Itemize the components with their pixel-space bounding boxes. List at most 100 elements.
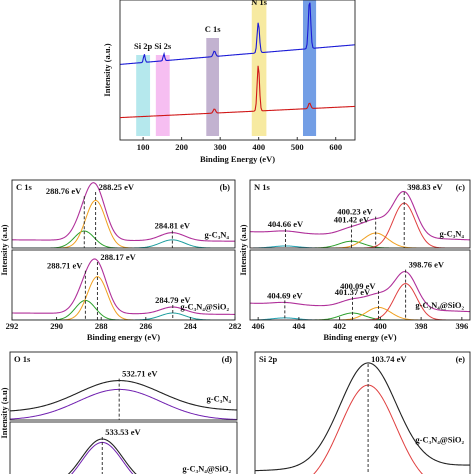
x-tick-label: 200 xyxy=(175,142,188,152)
peak-label: 400.23 eV xyxy=(337,207,373,217)
x-tick-label: 286 xyxy=(139,321,152,331)
axes-frame xyxy=(249,179,471,249)
component-peak xyxy=(250,240,470,248)
panel-letter: (d) xyxy=(222,354,233,364)
component-peak xyxy=(10,388,237,420)
x-axis-label: Binding energy (eV) xyxy=(323,332,396,342)
panel-title: O 1s xyxy=(14,354,31,364)
spectrum-line xyxy=(10,380,237,412)
component-peak xyxy=(12,239,235,248)
peak-label: 288.25 eV xyxy=(99,182,135,192)
spectrum-line xyxy=(250,190,470,241)
peak-label: 404.69 eV xyxy=(267,290,303,300)
spectrum-line xyxy=(67,438,137,474)
x-tick-label: 290 xyxy=(50,321,63,331)
peak-label: 398.83 eV xyxy=(407,182,443,192)
y-axis-label: Intensity (a.u) xyxy=(238,224,248,275)
x-axis-label: Binding Energy (eV) xyxy=(200,154,275,164)
x-tick-label: 402 xyxy=(333,321,346,331)
legend-label: g-C₃N₄@SiO₂ xyxy=(415,300,464,310)
x-tick-label: 404 xyxy=(293,321,307,331)
peak-label: 532.71 eV xyxy=(122,369,158,379)
spectrum-line xyxy=(120,2,355,65)
spectrum-line xyxy=(255,362,470,472)
legend-label: g-C₃N₄ xyxy=(207,394,232,404)
peak-label: 400.09 eV xyxy=(340,281,376,291)
peak-label: 401.42 eV xyxy=(334,215,370,225)
peak-label: 288.17 eV xyxy=(100,252,136,262)
plot-area xyxy=(67,438,137,474)
x-tick-label: 500 xyxy=(291,142,304,152)
band-label: Si 2s xyxy=(154,41,171,51)
plot-area xyxy=(10,380,237,420)
x-tick-label: 400 xyxy=(252,142,265,152)
spectrum-line xyxy=(12,182,235,242)
x-tick-label: 300 xyxy=(214,142,227,152)
band xyxy=(206,38,220,136)
peak-label: 398.76 eV xyxy=(409,260,445,270)
axes-frame xyxy=(9,421,238,474)
axes-frame xyxy=(9,351,238,421)
legend-label: g-C₃N₄@SiO₂ xyxy=(180,301,229,311)
axes-frame xyxy=(119,0,356,141)
band xyxy=(251,0,267,136)
peak-label: 404.66 eV xyxy=(268,219,304,229)
peak-label: 288.71 eV xyxy=(47,261,83,271)
x-tick-label: 400 xyxy=(374,321,387,331)
x-tick-label: 288 xyxy=(95,321,108,331)
band-label: Si 2p xyxy=(134,41,152,51)
x-tick-label: 100 xyxy=(137,142,150,152)
component-peak xyxy=(12,276,235,320)
plot-area xyxy=(120,65,355,119)
plot-area xyxy=(255,362,470,474)
y-axis-label: Intensity (a.u) xyxy=(0,387,9,438)
x-tick-label: 600 xyxy=(329,142,342,152)
band-label: C 1s xyxy=(205,24,222,34)
panel-letter: (c) xyxy=(456,182,466,192)
axes-frame xyxy=(254,351,471,474)
legend-label: g-C₃N₄ xyxy=(205,230,230,240)
x-tick-label: 284 xyxy=(184,321,198,331)
spectrum-line xyxy=(250,271,470,313)
component-peak xyxy=(250,245,470,248)
component-peak xyxy=(250,232,470,248)
spectrum-line xyxy=(12,258,235,315)
peak-label: 533.53 eV xyxy=(105,427,141,437)
legend-label: g-C₃N₄ xyxy=(440,228,465,238)
axes-frame xyxy=(249,249,471,321)
component-peak xyxy=(12,312,235,320)
peak-label: 288.76 eV xyxy=(46,186,82,196)
panel-title: N 1s xyxy=(254,182,271,192)
legend-label: g-C₃N₄@SiO₂ xyxy=(182,464,231,474)
component-peak xyxy=(250,317,470,320)
x-tick-label: 292 xyxy=(6,321,19,331)
panel-title: C 1s xyxy=(16,182,33,192)
peak-label: 284.81 eV xyxy=(155,221,191,231)
y-axis-label: Intensity (a.u) xyxy=(0,224,9,275)
component-peak xyxy=(71,441,134,474)
x-tick-label: 406 xyxy=(252,321,265,331)
component-peak xyxy=(250,306,470,320)
panel-title: Si 2p xyxy=(259,354,277,364)
peak-label: 103.74 eV xyxy=(371,354,407,364)
panel-letter: (b) xyxy=(220,182,231,192)
band xyxy=(302,0,317,136)
x-axis-label: Binding energy (eV) xyxy=(87,332,160,342)
panel-letter: (e) xyxy=(456,354,466,364)
legend-label: g-C₃N₄@SiO₂ xyxy=(415,434,464,444)
axes-frame xyxy=(11,179,236,249)
axes-frame xyxy=(11,249,236,321)
plot-area xyxy=(120,2,355,65)
spectrum-line xyxy=(120,65,355,119)
band xyxy=(155,55,170,136)
peak-label: 284.79 eV xyxy=(155,295,191,305)
band xyxy=(136,55,151,136)
x-tick-label: 398 xyxy=(415,321,428,331)
x-tick-label: 282 xyxy=(229,321,242,331)
component-peak xyxy=(313,384,423,474)
x-tick-label: 396 xyxy=(455,321,468,331)
component-peak xyxy=(12,199,235,248)
band-label: N 1s xyxy=(251,0,268,7)
